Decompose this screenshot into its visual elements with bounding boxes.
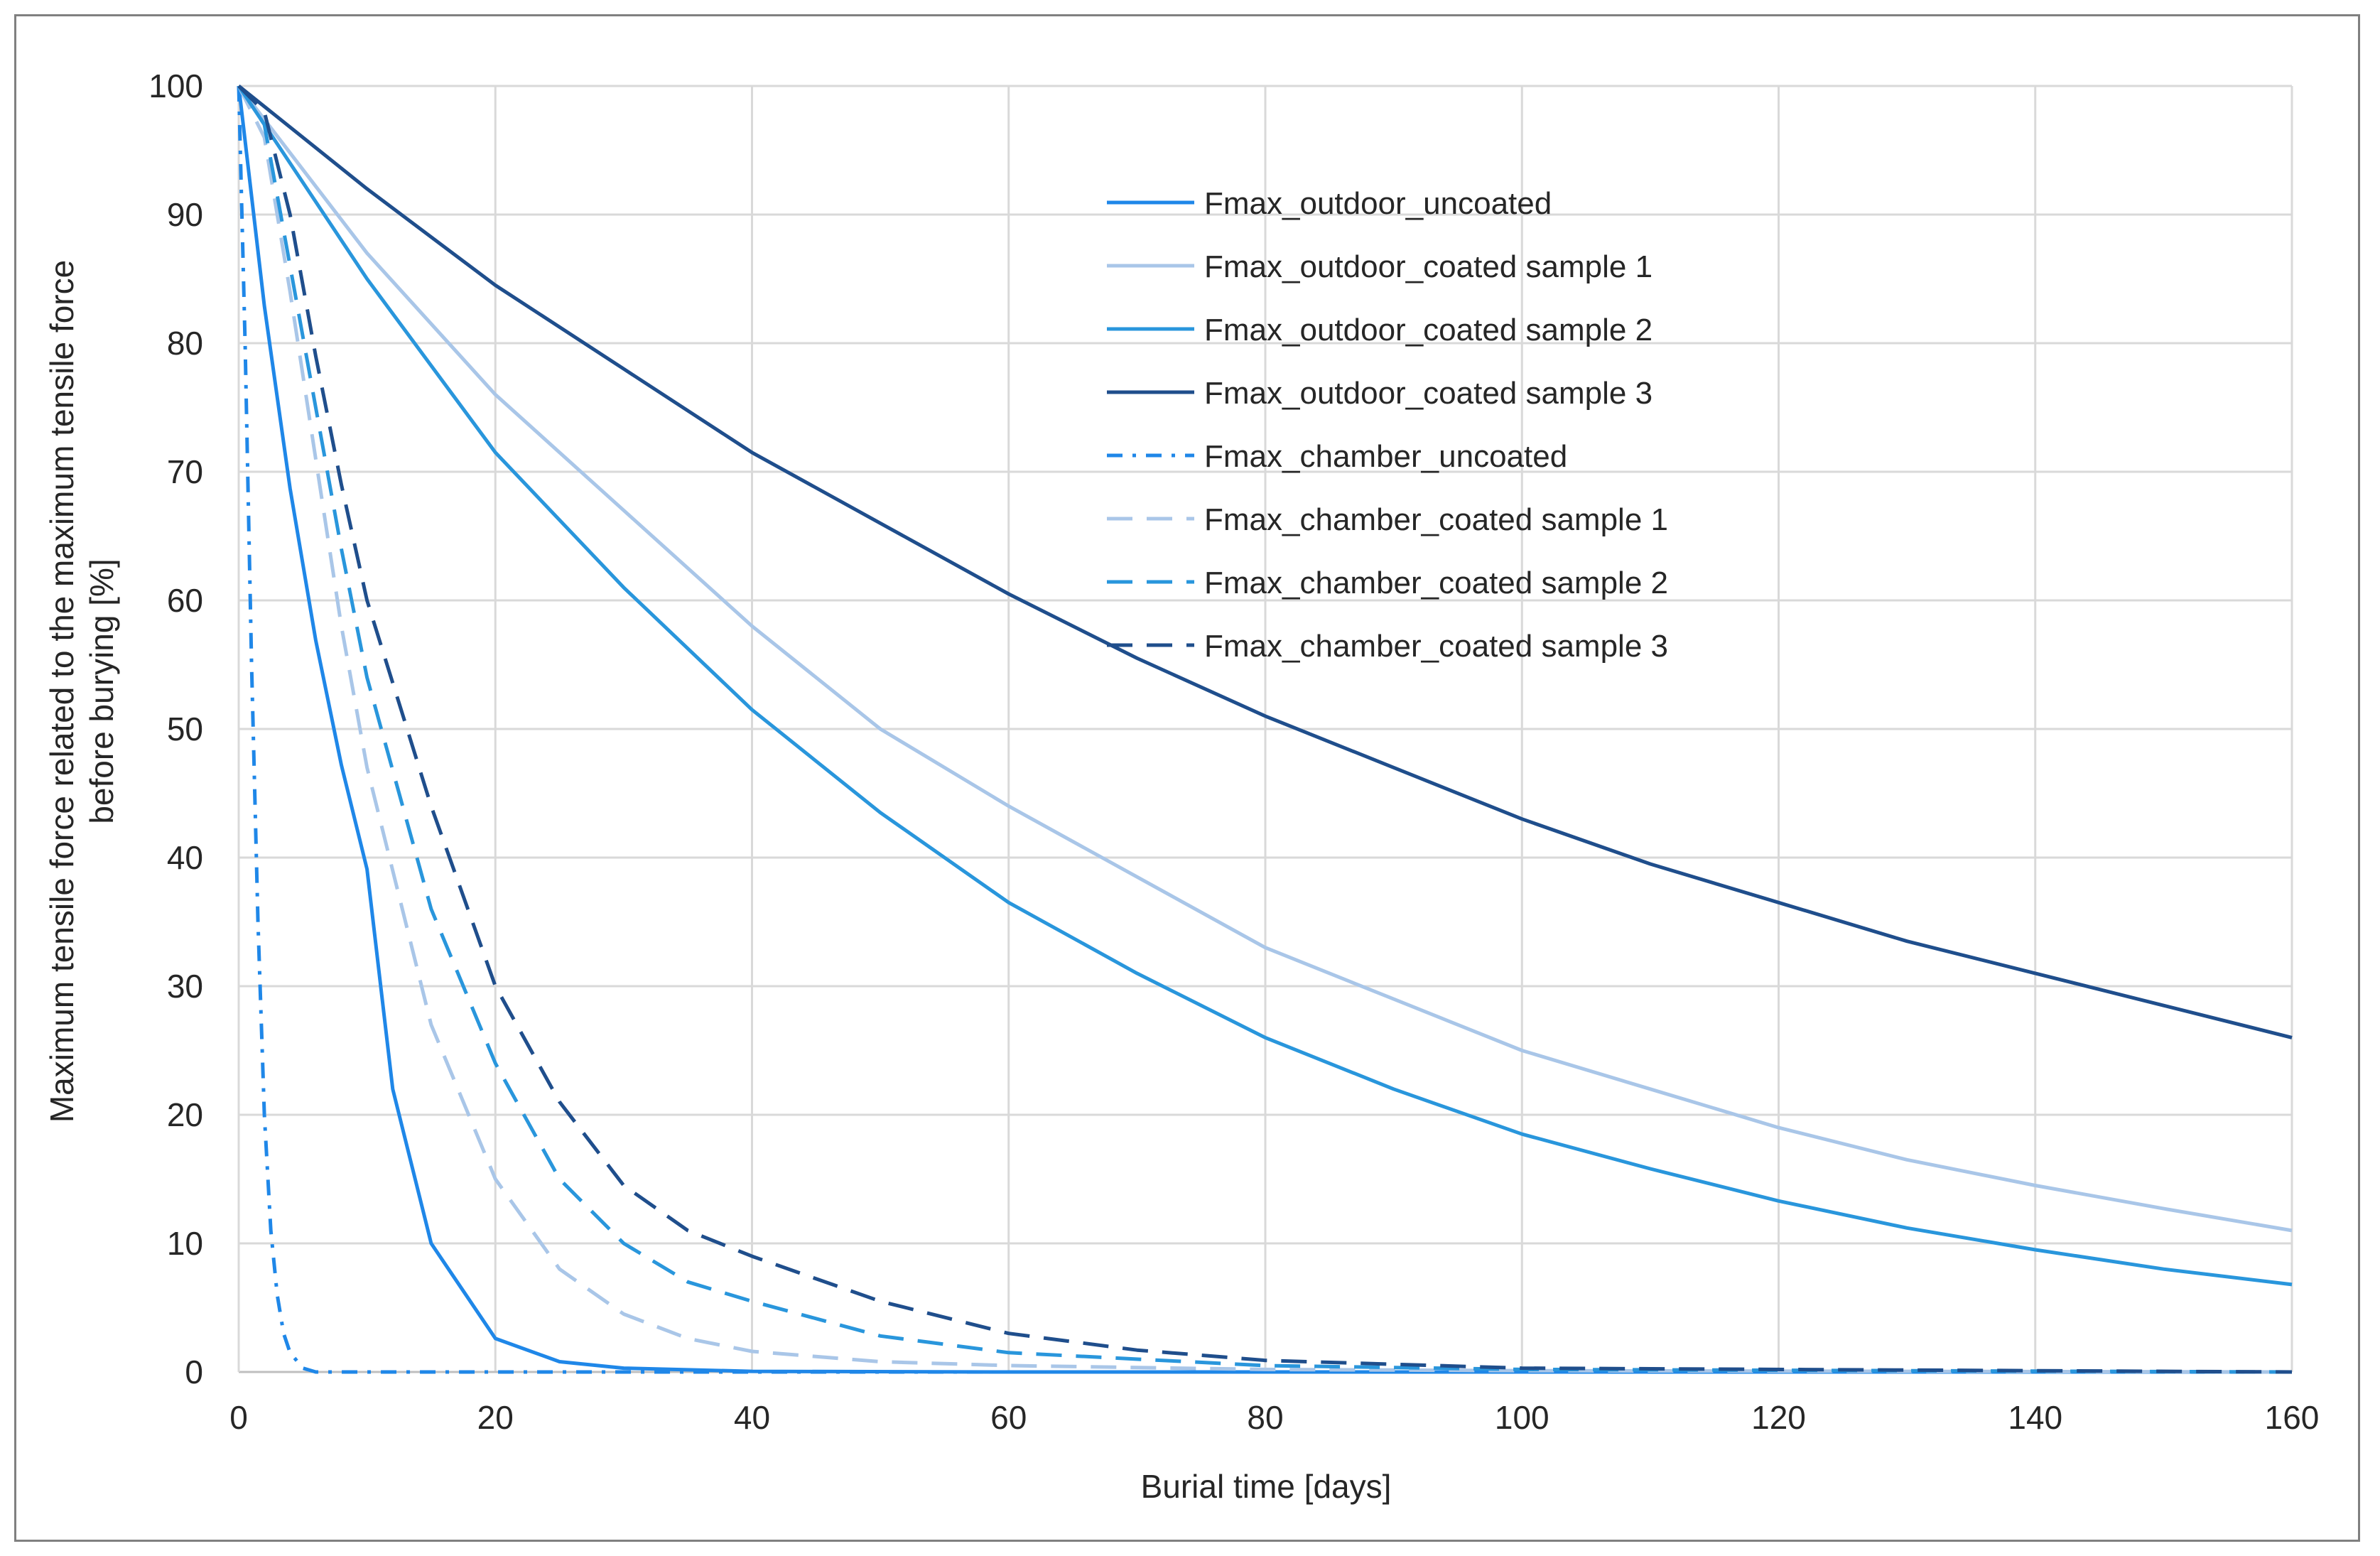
y-tick-label: 60	[167, 582, 203, 619]
y-tick-label: 90	[167, 196, 203, 233]
legend: Fmax_outdoor_uncoated Fmax_outdoor_coated…	[1107, 186, 1668, 664]
y-tick-label: 10	[167, 1225, 203, 1262]
y-tick-label: 70	[167, 453, 203, 490]
series-line-2	[237, 85, 2293, 1233]
y-tick-label: 80	[167, 325, 203, 362]
legend-label-2: Fmax_outdoor_coated sample 1	[1204, 249, 1653, 284]
x-tick-label: 0	[229, 1399, 248, 1436]
y-axis-label: Maximum tensile force related to the max…	[43, 260, 120, 1123]
grid	[239, 85, 2293, 1372]
legend-label-3: Fmax_outdoor_coated sample 2	[1204, 313, 1653, 347]
y-tick-label: 50	[167, 711, 203, 747]
chart-frame: 0 20 40 60 80 100 120 140 160 0 10 20 30 40 50 60 70 80 90…	[14, 14, 2360, 1542]
x-tick-label: 140	[2008, 1399, 2062, 1436]
series-line-7	[237, 85, 2293, 1374]
series-line-1	[237, 85, 2292, 1374]
legend-label-4: Fmax_outdoor_coated sample 3	[1204, 376, 1653, 411]
tick-labels: 0 20 40 60 80 100 120 140 160 0 10 20 30 40 50 60 70 80 90…	[148, 67, 2319, 1436]
series-line-8	[237, 85, 2293, 1374]
series-line-6	[237, 85, 2293, 1374]
line-chart: 0 20 40 60 80 100 120 140 160 0 10 20 30 40 50 60 70 80 90…	[43, 67, 2319, 1505]
y-tick-label: 100	[148, 67, 203, 104]
legend-label-7: Fmax_chamber_coated sample 2	[1204, 566, 1668, 600]
x-tick-label: 60	[990, 1399, 1027, 1436]
series-line-3	[237, 85, 2293, 1287]
x-tick-label: 80	[1247, 1399, 1283, 1436]
series-group	[237, 85, 2293, 1374]
y-tick-label: 30	[167, 968, 203, 1005]
y-axis-label-line-1: Maximum tensile force related to the max…	[43, 260, 80, 1123]
x-tick-label: 120	[1751, 1399, 1806, 1436]
x-tick-label: 160	[2265, 1399, 2320, 1436]
legend-label-8: Fmax_chamber_coated sample 3	[1204, 629, 1668, 664]
series-line-4	[237, 85, 2293, 1039]
legend-label-5: Fmax_chamber_uncoated	[1204, 439, 1567, 474]
y-tick-label: 0	[185, 1354, 203, 1390]
legend-label-6: Fmax_chamber_coated sample 1	[1204, 502, 1668, 537]
y-tick-label: 20	[167, 1096, 203, 1133]
x-tick-label: 40	[734, 1399, 770, 1436]
y-axis-label-line-2: before burying [%]	[83, 558, 120, 823]
x-tick-label: 100	[1495, 1399, 1549, 1436]
y-tick-label: 40	[167, 839, 203, 876]
x-tick-label: 20	[477, 1399, 514, 1436]
x-axis-label: Burial time [days]	[1141, 1468, 1392, 1505]
legend-label-1: Fmax_outdoor_uncoated	[1204, 186, 1552, 221]
